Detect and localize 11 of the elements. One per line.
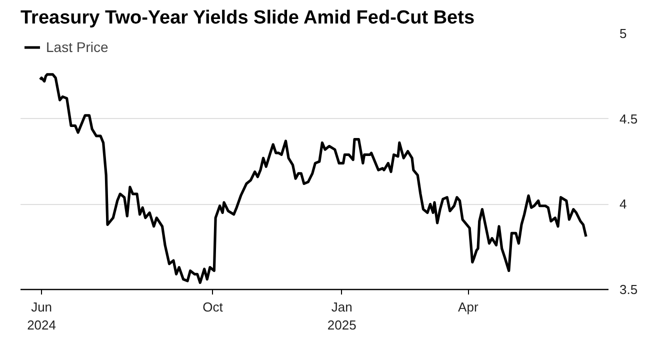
y-tick-label: 4.5 <box>620 111 638 126</box>
line-series <box>38 73 588 284</box>
chart-title: Treasury Two-Year Yields Slide Amid Fed-Cut Bets <box>20 8 475 28</box>
x-tick-label: Apr <box>458 300 479 314</box>
x-tick-label: Jan 2025 <box>327 300 356 332</box>
x-tick-label: Oct <box>202 300 224 314</box>
x-tick-label: Jun 2024 <box>27 300 56 332</box>
y-tick-label: 4 <box>620 196 627 212</box>
legend-label: Last Price <box>46 39 108 55</box>
y-tick-label: 5 <box>620 26 627 41</box>
y-tick-label: 3.5 <box>620 282 638 297</box>
